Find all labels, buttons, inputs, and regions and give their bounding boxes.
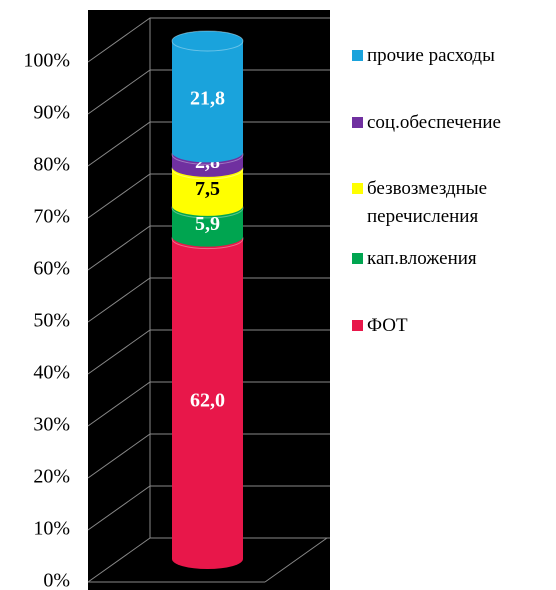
y-tick-label: 10% (33, 518, 70, 540)
data-label: 62,0 (190, 389, 225, 411)
legend-item: кап.вложения (352, 245, 552, 273)
grid-line (87, 485, 330, 531)
y-tick-label: 100% (23, 50, 70, 72)
grid-line (87, 381, 330, 427)
cylinder-segment (172, 31, 243, 163)
data-label: 7,5 (195, 178, 220, 200)
legend-item: ФОТ (352, 312, 552, 340)
grid-line (87, 69, 330, 115)
cylinder-segment (172, 228, 243, 569)
legend-item: прочие расходы (352, 42, 552, 70)
legend-label: соц.обеспечение (367, 112, 501, 133)
cylinder-cap (171, 30, 244, 52)
y-tick-label: 80% (33, 154, 70, 176)
legend-swatch (352, 183, 363, 194)
grid-line (87, 173, 330, 219)
grid-line (87, 225, 330, 271)
y-tick-label: 60% (33, 258, 70, 280)
legend-item: соц.обеспечение (352, 109, 552, 137)
grid-line (87, 433, 330, 479)
legend-label: прочие расходы (367, 45, 495, 66)
legend-swatch (352, 320, 363, 331)
y-tick-label: 50% (33, 310, 70, 332)
grid-line (87, 329, 330, 375)
grid-line (87, 277, 330, 323)
y-tick-label: 70% (33, 206, 70, 228)
legend-swatch (352, 50, 363, 61)
grid-line (87, 17, 330, 63)
legend-label: ФОТ (367, 315, 408, 336)
legend-label: кап.вложения (367, 248, 477, 269)
data-label: 21,8 (190, 87, 225, 109)
legend-item: безвозмездные перечисления (352, 175, 552, 231)
legend-swatch (352, 117, 363, 128)
y-tick-label: 40% (33, 362, 70, 384)
grid-line (87, 121, 330, 167)
grid-line (87, 537, 330, 583)
legend-swatch (352, 253, 363, 264)
y-tick-label: 20% (33, 466, 70, 488)
y-tick-label: 0% (43, 570, 70, 590)
legend-label: безвозмездные перечисления (367, 178, 488, 227)
axis (264, 537, 328, 583)
data-label: 5,9 (195, 213, 220, 235)
y-tick-label: 90% (33, 102, 70, 124)
y-tick-label: 30% (33, 414, 70, 436)
